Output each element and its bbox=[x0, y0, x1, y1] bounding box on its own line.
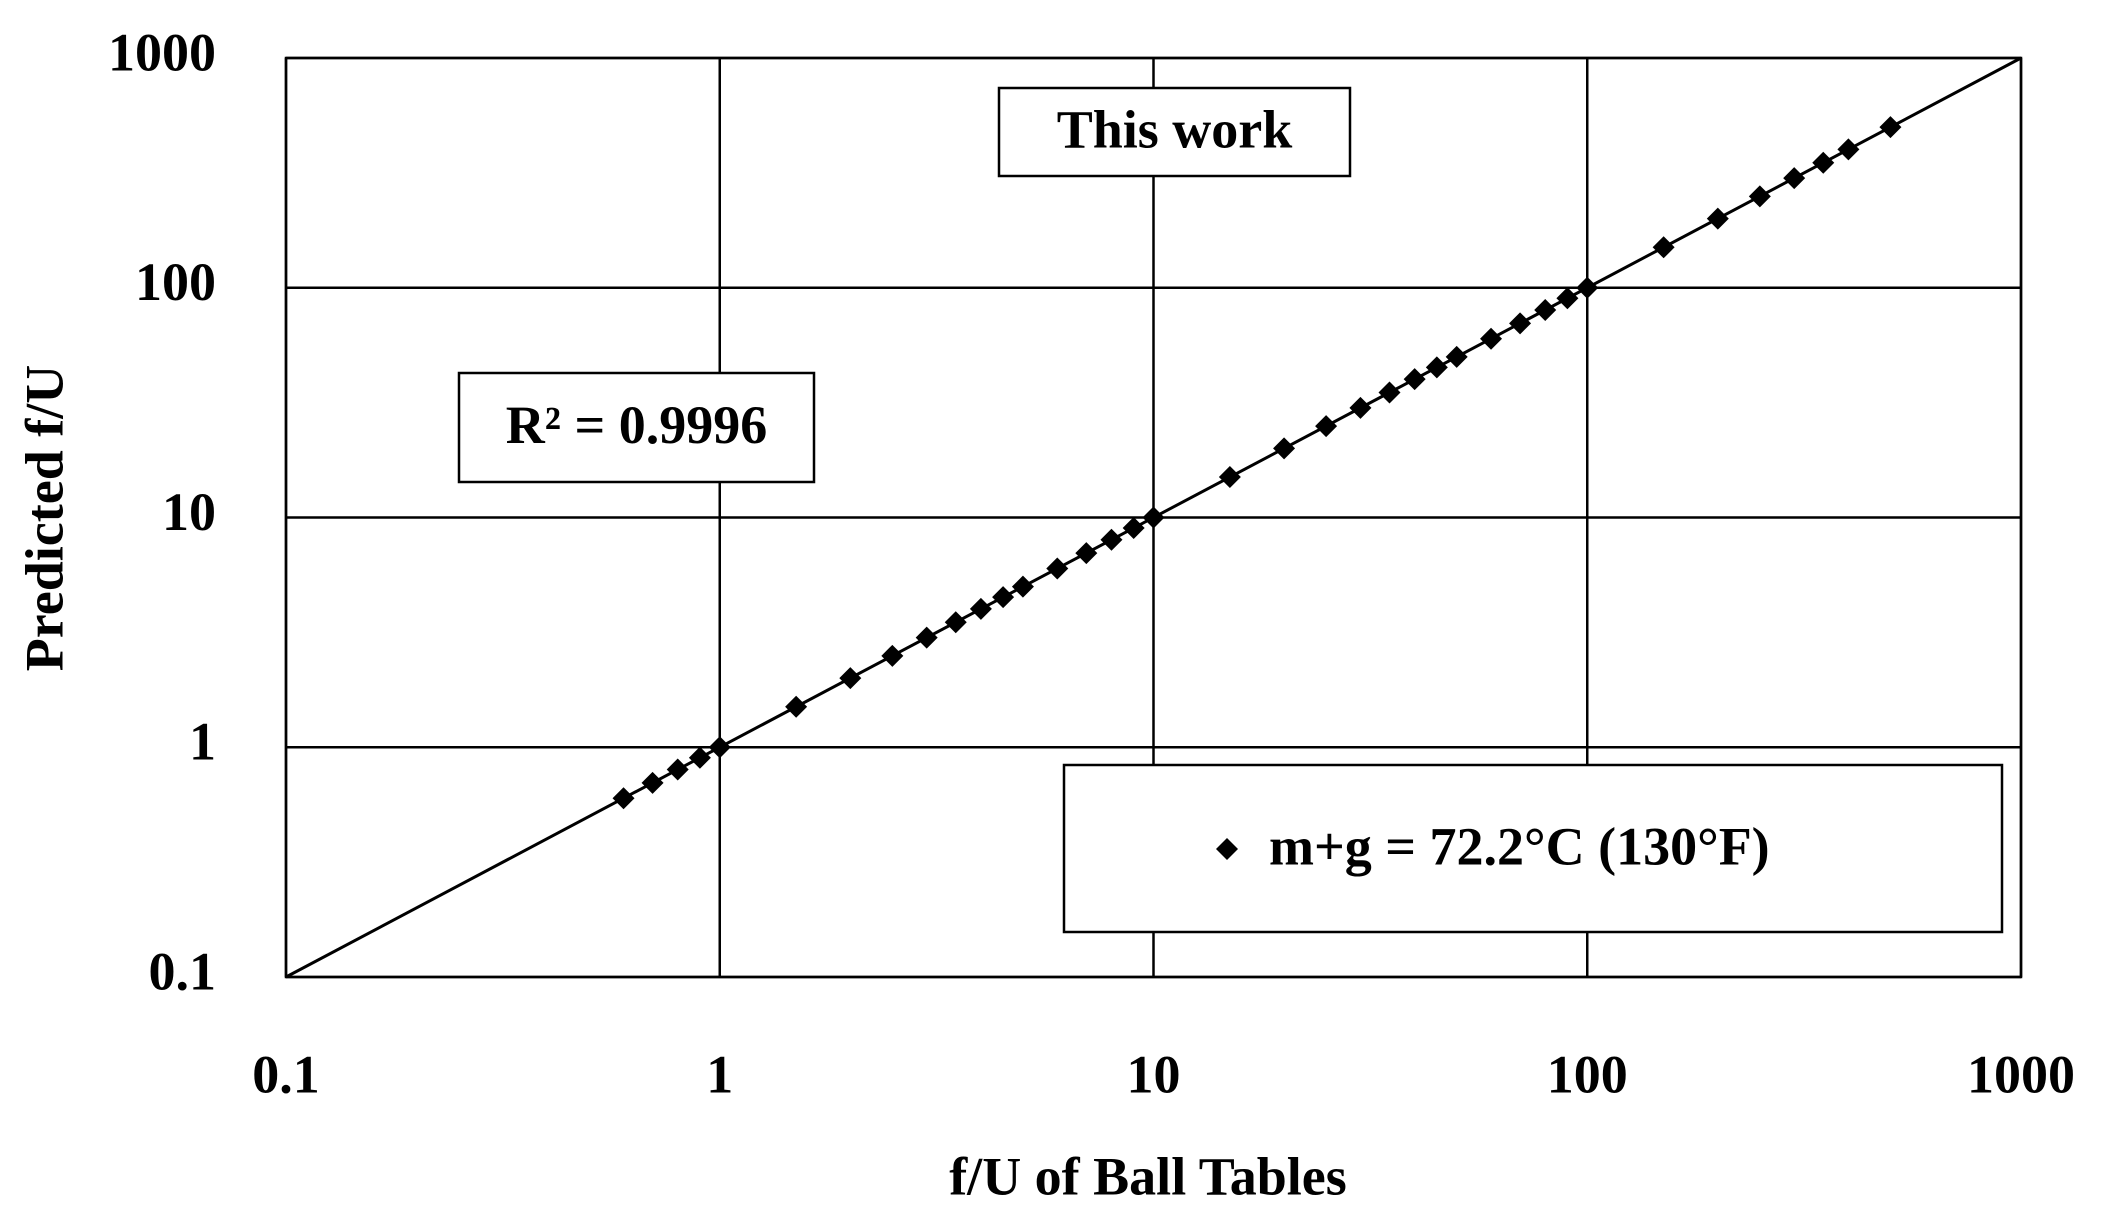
marker bbox=[1378, 381, 1401, 404]
x-tick-label: 0.1 bbox=[252, 1044, 320, 1104]
x-axis-label: f/U of Ball Tables bbox=[949, 1146, 1347, 1206]
x-tick-label: 100 bbox=[1547, 1044, 1628, 1104]
x-tick-label: 10 bbox=[1127, 1044, 1181, 1104]
marker bbox=[1046, 557, 1069, 580]
marker bbox=[1445, 345, 1468, 368]
marker bbox=[1480, 327, 1503, 350]
annotation: This work bbox=[1057, 99, 1293, 159]
marker bbox=[915, 626, 938, 649]
marker bbox=[944, 611, 967, 634]
x-tick-label: 1 bbox=[706, 1044, 733, 1104]
marker bbox=[688, 746, 711, 769]
annotation: R² = 0.9996 bbox=[506, 395, 767, 455]
marker bbox=[1349, 396, 1372, 419]
marker bbox=[1142, 506, 1165, 529]
marker bbox=[839, 667, 862, 690]
marker bbox=[881, 644, 904, 667]
y-axis-label: Predicted f/U bbox=[14, 365, 74, 671]
legend-marker bbox=[1216, 838, 1238, 860]
y-tick-label: 10 bbox=[162, 482, 216, 542]
marker bbox=[1011, 575, 1034, 598]
marker bbox=[1534, 299, 1557, 322]
marker bbox=[1879, 116, 1902, 139]
y-tick-label: 100 bbox=[135, 252, 216, 312]
y-tick-label: 0.1 bbox=[149, 941, 217, 1001]
marker bbox=[1315, 415, 1338, 438]
marker bbox=[1425, 356, 1448, 379]
marker bbox=[1509, 312, 1532, 335]
marker bbox=[1837, 138, 1860, 161]
marker bbox=[1122, 517, 1145, 540]
marker bbox=[992, 586, 1015, 609]
marker bbox=[641, 771, 664, 794]
marker bbox=[1783, 167, 1806, 190]
x-tick-label: 1000 bbox=[1967, 1044, 2075, 1104]
marker bbox=[1556, 287, 1579, 310]
legend-label: m+g = 72.2°C (130°F) bbox=[1269, 816, 1770, 876]
marker bbox=[708, 736, 731, 759]
marker bbox=[1812, 151, 1835, 174]
marker bbox=[1706, 207, 1729, 230]
marker bbox=[969, 597, 992, 620]
annotation-box bbox=[457, 371, 816, 484]
marker bbox=[1652, 236, 1675, 259]
marker bbox=[1576, 276, 1599, 299]
marker bbox=[612, 787, 635, 810]
marker bbox=[1218, 466, 1241, 489]
y-tick-label: 1000 bbox=[108, 22, 216, 82]
marker bbox=[1075, 542, 1098, 565]
marker bbox=[1748, 185, 1771, 208]
y-tick-label: 1 bbox=[189, 712, 216, 772]
marker bbox=[785, 695, 808, 718]
annotation-box bbox=[997, 86, 1352, 178]
marker bbox=[1403, 368, 1426, 391]
marker bbox=[1100, 528, 1123, 551]
marker bbox=[666, 758, 689, 781]
marker bbox=[1273, 437, 1296, 460]
